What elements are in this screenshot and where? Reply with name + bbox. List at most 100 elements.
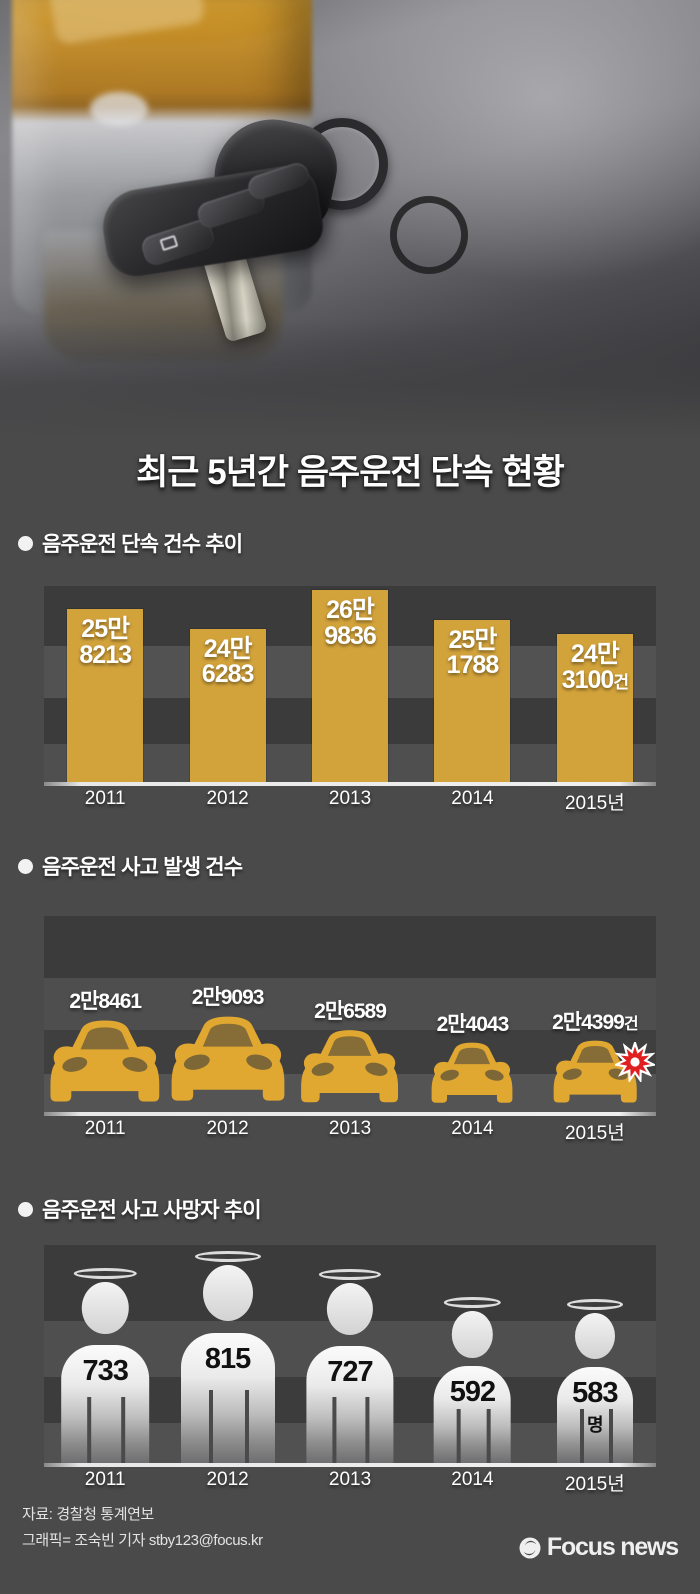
car-icon-wrapper xyxy=(298,1027,401,1112)
axis-line-1 xyxy=(44,782,656,786)
person-leg-gap-right xyxy=(120,1396,125,1463)
explosion-icon xyxy=(612,1039,658,1084)
car-icon xyxy=(50,1020,160,1102)
car-icon xyxy=(553,1040,637,1103)
person-body: 815 xyxy=(180,1333,275,1463)
section-title-3: 음주운전 사고 사망자 추이 xyxy=(42,1199,262,1222)
person-leg-gap-left xyxy=(332,1397,337,1463)
angel-person-icon: 733 xyxy=(57,1267,153,1463)
car-cell: 2만6589 xyxy=(289,995,411,1112)
axis-years-3: 2011 2012 2013 2014 2015년 xyxy=(44,1469,656,1496)
car-icon-wrapper xyxy=(47,1017,163,1112)
person-leg-gap-left xyxy=(457,1408,462,1463)
section-header-accidents: 음주운전 사고 발생 건수 xyxy=(18,851,243,881)
logo-text: Focus news xyxy=(546,1533,679,1561)
year-label-2011: 2011 xyxy=(84,788,126,809)
axis-years-1: 2011 2012 2013 2014 2015년 xyxy=(44,788,656,815)
chart-accident-counts: 2만8461 2만9093 2만6589 2만4043 2만4399건 xyxy=(44,916,658,1112)
car-value-label: 2만8461 xyxy=(69,989,142,1013)
axis-years-2: 2011 2012 2013 2014 2015년 xyxy=(44,1118,656,1145)
car-value-label: 2만4399건 xyxy=(552,1011,638,1035)
car-icon-wrapper xyxy=(168,1013,288,1112)
car-value-label: 2만6589 xyxy=(314,999,387,1023)
bar: 25만 1788 xyxy=(434,619,511,782)
year-label-2012: 2012 xyxy=(206,1469,249,1490)
year-label-2011: 2011 xyxy=(84,1469,126,1490)
bar-value-label: 25만 8213 xyxy=(79,615,132,669)
key-ring-secondary-icon xyxy=(379,185,479,285)
car-value-label: 2만9093 xyxy=(191,986,265,1010)
section-header-fatalities: 음주운전 사고 사망자 추이 xyxy=(18,1194,262,1224)
bar: 24만 6283 xyxy=(189,628,266,782)
year-label-2011: 2011 xyxy=(84,1118,126,1139)
person-head xyxy=(326,1283,374,1336)
hero-photo-whiskey-and-car-keys xyxy=(0,0,700,440)
car-icon xyxy=(301,1029,399,1102)
year-label-2012: 2012 xyxy=(206,1118,249,1139)
section-title-2: 음주운전 사고 발생 건수 xyxy=(42,856,243,879)
person-body: 727 xyxy=(306,1345,394,1463)
source-line: 자료: 경찰청 통계연보 xyxy=(22,1506,154,1523)
year-label-2015: 2015년 xyxy=(564,1474,625,1495)
year-label-2014: 2014 xyxy=(451,788,494,809)
halo-icon xyxy=(566,1299,623,1310)
person-leg-gap-right xyxy=(486,1408,491,1463)
glass-bubble xyxy=(90,92,148,126)
bar-value-label: 26만 9836 xyxy=(324,596,377,650)
angel-person-icon: 727 xyxy=(302,1269,397,1463)
person-value-label: 592 xyxy=(449,1375,496,1408)
year-label-2013: 2013 xyxy=(328,1118,372,1139)
year-label-2015: 2015년 xyxy=(564,793,625,814)
bar-value-label: 25만 1788 xyxy=(446,625,500,680)
bullet-icon xyxy=(18,1201,33,1217)
bar: 24만 3100건 xyxy=(556,634,633,782)
person-value-label: 815 xyxy=(204,1343,251,1375)
car-cell: 2만4399건 xyxy=(534,1006,658,1112)
person-cell: 733 xyxy=(44,1267,166,1463)
halo-icon xyxy=(444,1297,501,1309)
bar-cell: 24만 6283 xyxy=(166,586,288,782)
person-leg-gap-right xyxy=(244,1390,249,1463)
car-value-label: 2만4043 xyxy=(436,1012,510,1036)
car-cell: 2만8461 xyxy=(44,985,166,1112)
footer-credits: 자료: 경찰청 통계연보 그래픽= 조숙빈 기자 stby123@focus.k… xyxy=(22,1502,263,1555)
angel-person-icon: 592 xyxy=(430,1297,515,1463)
person-body: 583 명 xyxy=(556,1367,633,1463)
person-value-label: 727 xyxy=(327,1355,373,1388)
person-head xyxy=(81,1281,129,1335)
person-cell: 592 xyxy=(411,1297,533,1463)
person-value-label: 733 xyxy=(82,1355,129,1388)
bar: 25만 8213 xyxy=(67,609,144,782)
angel-person-icon: 815 xyxy=(177,1251,279,1463)
bar-value-label: 24만 6283 xyxy=(201,634,255,689)
year-label-2012: 2012 xyxy=(206,788,249,809)
car-cell: 2만9093 xyxy=(166,981,288,1112)
person-leg-gap-left xyxy=(208,1390,213,1463)
bar-cell: 26만 9836 xyxy=(289,586,411,782)
year-label-2015: 2015년 xyxy=(564,1123,625,1144)
bar-cell: 25만 1788 xyxy=(411,586,533,782)
car-icon-wrapper xyxy=(429,1040,515,1112)
year-label-2013: 2013 xyxy=(328,788,372,809)
chart-fatality-counts: 733 815 727 592 583 명 xyxy=(44,1245,656,1463)
car-pictogram-series: 2만8461 2만9093 2만6589 2만4043 2만4399건 xyxy=(44,916,658,1112)
year-label-2014: 2014 xyxy=(451,1469,494,1490)
halo-icon xyxy=(318,1269,382,1281)
person-leg-gap-left xyxy=(87,1396,92,1463)
person-cell: 815 xyxy=(166,1251,288,1463)
person-body: 733 xyxy=(61,1345,150,1463)
car-cell: 2만4043 xyxy=(411,1008,533,1112)
focus-news-logo: Focus news xyxy=(518,1533,679,1562)
person-leg-gap-right xyxy=(365,1397,370,1463)
bar-value-label: 24만 3100건 xyxy=(561,640,629,694)
focus-swirl-icon xyxy=(519,1537,541,1558)
axis-line-2 xyxy=(44,1112,656,1116)
angel-person-icon: 583 명 xyxy=(553,1299,637,1463)
person-head xyxy=(574,1313,615,1359)
person-cell: 727 xyxy=(289,1269,411,1463)
bar-cell: 24만 3100건 xyxy=(534,586,656,782)
page-title: 최근 5년간 음주운전 단속 현황 xyxy=(136,453,565,492)
bullet-icon xyxy=(18,858,33,874)
car-icon xyxy=(432,1042,513,1103)
